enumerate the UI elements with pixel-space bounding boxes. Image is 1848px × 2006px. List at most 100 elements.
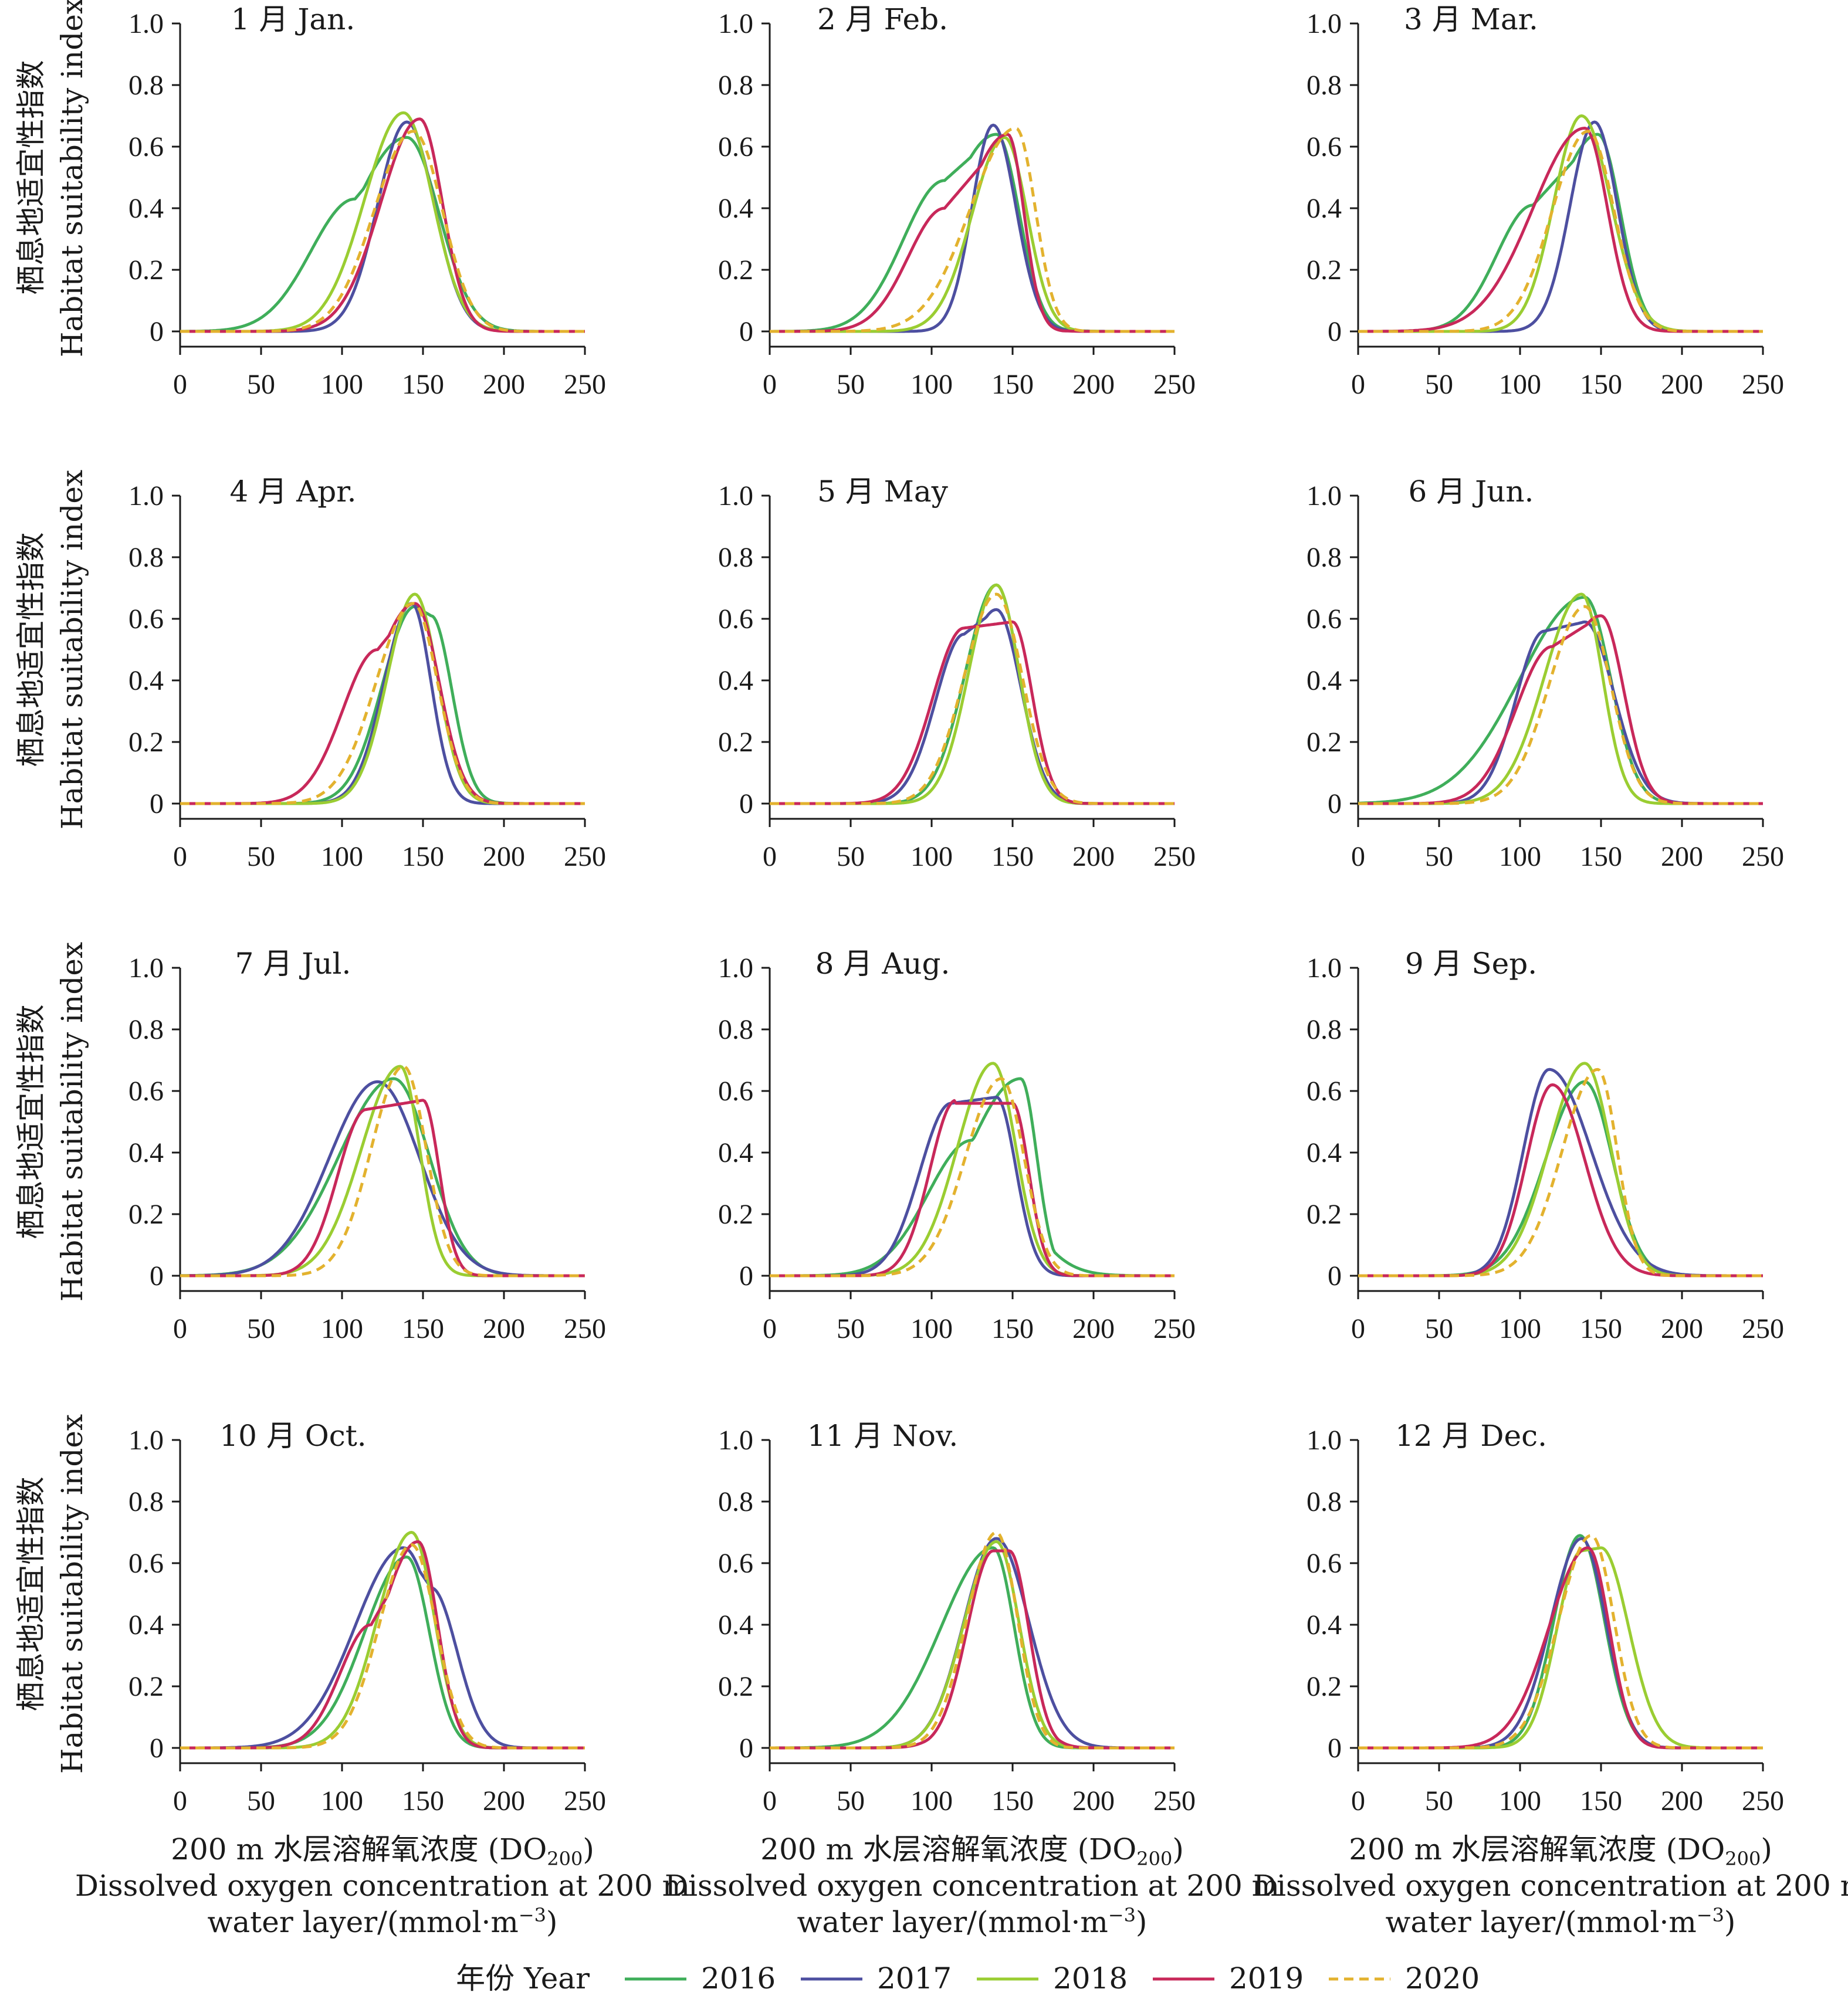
y-tick-label: 0.2 xyxy=(718,727,753,758)
x-tick-label: 0 xyxy=(1351,841,1365,872)
x-tick-label: 50 xyxy=(1425,1785,1453,1817)
series-line-2020 xyxy=(770,592,1175,805)
series-line-2020 xyxy=(180,1065,585,1278)
y-tick-label: 0.8 xyxy=(718,70,753,101)
series-line-2018 xyxy=(770,1062,1175,1278)
x-tick-label: 0 xyxy=(763,1785,777,1817)
x-tick-label: 50 xyxy=(247,1785,275,1817)
x-tick-label: 150 xyxy=(402,841,444,872)
x-tick-label: 100 xyxy=(911,369,953,400)
x-tick-label: 50 xyxy=(1425,1313,1453,1344)
series-line-2018 xyxy=(1358,1062,1763,1278)
y-tick-label: 0.8 xyxy=(718,542,753,573)
x-tick-label: 0 xyxy=(173,1785,187,1817)
x-tick-label: 150 xyxy=(991,841,1034,872)
y-tick-label: 0.8 xyxy=(128,70,164,101)
y-tick-label: 0.6 xyxy=(128,131,164,162)
y-tick-label: 0.8 xyxy=(128,1486,164,1517)
panel-title: 9 月 Sep. xyxy=(1405,947,1537,981)
y-axis-title-en: Habitat suitability index xyxy=(55,1414,89,1774)
y-axis-title-zh: 栖息地适宜性指数 xyxy=(14,1005,48,1239)
y-tick-label: 0.6 xyxy=(718,131,753,162)
y-tick-label: 0.2 xyxy=(1307,1671,1342,1702)
series-line-2018 xyxy=(770,1540,1175,1750)
series-line-2019 xyxy=(180,1099,585,1278)
panel-title: 3 月 Mar. xyxy=(1404,2,1538,36)
y-tick-label: 0.4 xyxy=(128,1137,164,1168)
y-tick-label: 0.8 xyxy=(718,1014,753,1045)
y-tick-label: 0.6 xyxy=(128,1548,164,1579)
y-tick-label: 0.8 xyxy=(718,1486,753,1517)
series-line-2016 xyxy=(180,135,585,333)
y-tick-label: 0 xyxy=(739,1260,753,1292)
legend-label-2017: 2017 xyxy=(877,1961,952,1995)
y-tick-label: 0.2 xyxy=(128,1671,164,1702)
y-tick-label: 1.0 xyxy=(718,480,753,511)
panel-title: 10 月 Oct. xyxy=(219,1419,366,1453)
x-tick-label: 0 xyxy=(1351,369,1365,400)
x-tick-label: 100 xyxy=(911,1313,953,1344)
y-tick-label: 0 xyxy=(150,316,164,347)
x-tick-label: 100 xyxy=(1499,1785,1541,1817)
x-tick-label: 200 xyxy=(483,369,525,400)
x-tick-label: 250 xyxy=(1742,841,1784,872)
panel-title: 5 月 May xyxy=(817,475,949,509)
y-tick-label: 0 xyxy=(150,788,164,819)
legend-entry-2018: 2018 xyxy=(977,1961,1128,1995)
x-tick-label: 250 xyxy=(1153,369,1196,400)
x-axis-title-col-1: 200 m 水层溶解氧浓度 (DO200)Dissolved oxygen co… xyxy=(75,1832,690,1939)
y-tick-label: 0.2 xyxy=(128,1199,164,1230)
x-tick-label: 250 xyxy=(1742,369,1784,400)
y-tick-label: 0 xyxy=(150,1260,164,1292)
x-tick-label: 250 xyxy=(564,1313,606,1344)
panel-1: 0 0.2 0.4 0.6 0.8 1.0 0 50 100 150 200 250 1 月 Jan. 栖… xyxy=(14,0,606,400)
y-tick-label: 0.6 xyxy=(1307,604,1342,635)
y-tick-label: 0 xyxy=(739,316,753,347)
y-tick-label: 0.6 xyxy=(128,1076,164,1107)
x-tick-label: 100 xyxy=(321,369,363,400)
x-tick-label: 0 xyxy=(173,1313,187,1344)
x-axis-title-en-line1: Dissolved oxygen concentration at 200 m xyxy=(75,1869,690,1903)
x-tick-label: 100 xyxy=(321,841,363,872)
x-tick-label: 50 xyxy=(1425,841,1453,872)
y-tick-label: 0.8 xyxy=(128,1014,164,1045)
x-tick-label: 100 xyxy=(321,1785,363,1817)
y-tick-label: 0.4 xyxy=(128,665,164,696)
y-tick-label: 0.2 xyxy=(718,1671,753,1702)
y-axis-title-zh: 栖息地适宜性指数 xyxy=(14,60,48,295)
panel-8: 0 0.2 0.4 0.6 0.8 1.0 0 50 100 150 200 250 8 月 Aug. xyxy=(718,947,1196,1344)
x-tick-label: 250 xyxy=(1153,1785,1196,1817)
series-line-2017 xyxy=(1358,1068,1763,1278)
series-line-2020 xyxy=(770,1077,1175,1278)
y-tick-label: 0.4 xyxy=(718,665,753,696)
x-tick-label: 100 xyxy=(911,841,953,872)
x-tick-label: 200 xyxy=(1072,841,1115,872)
y-tick-label: 0 xyxy=(1328,788,1342,819)
x-tick-label: 100 xyxy=(911,1785,953,1817)
panel-title: 4 月 Apr. xyxy=(229,475,356,509)
series-line-2017 xyxy=(180,1546,585,1750)
y-tick-label: 0.4 xyxy=(718,1609,753,1641)
panel-9: 0 0.2 0.4 0.6 0.8 1.0 0 50 100 150 200 250 9 月 Sep. xyxy=(1307,947,1784,1344)
x-tick-label: 150 xyxy=(991,1785,1034,1817)
y-tick-label: 0.4 xyxy=(1307,1137,1342,1168)
series-line-2017 xyxy=(770,1096,1175,1278)
y-tick-label: 1.0 xyxy=(1307,8,1342,39)
x-tick-label: 200 xyxy=(483,1785,525,1817)
panel-7: 0 0.2 0.4 0.6 0.8 1.0 0 50 100 150 200 250 7 月 Jul. 栖… xyxy=(14,942,606,1344)
y-tick-label: 1.0 xyxy=(1307,953,1342,984)
x-tick-label: 200 xyxy=(483,1313,525,1344)
y-tick-label: 0 xyxy=(1328,1260,1342,1292)
panel-title: 8 月 Aug. xyxy=(815,947,950,981)
series-line-2017 xyxy=(1358,620,1763,805)
x-axis-title-en-line1: Dissolved oxygen concentration at 200 m xyxy=(1253,1869,1848,1903)
series-line-2020 xyxy=(180,130,585,333)
panel-title: 1 月 Jan. xyxy=(231,2,356,36)
legend-label-2019: 2019 xyxy=(1229,1961,1304,1995)
y-tick-label: 0.2 xyxy=(718,255,753,286)
series-line-2019 xyxy=(770,1099,1175,1278)
x-tick-label: 50 xyxy=(247,841,275,872)
series-line-2018 xyxy=(770,135,1175,333)
y-tick-label: 0.6 xyxy=(718,604,753,635)
